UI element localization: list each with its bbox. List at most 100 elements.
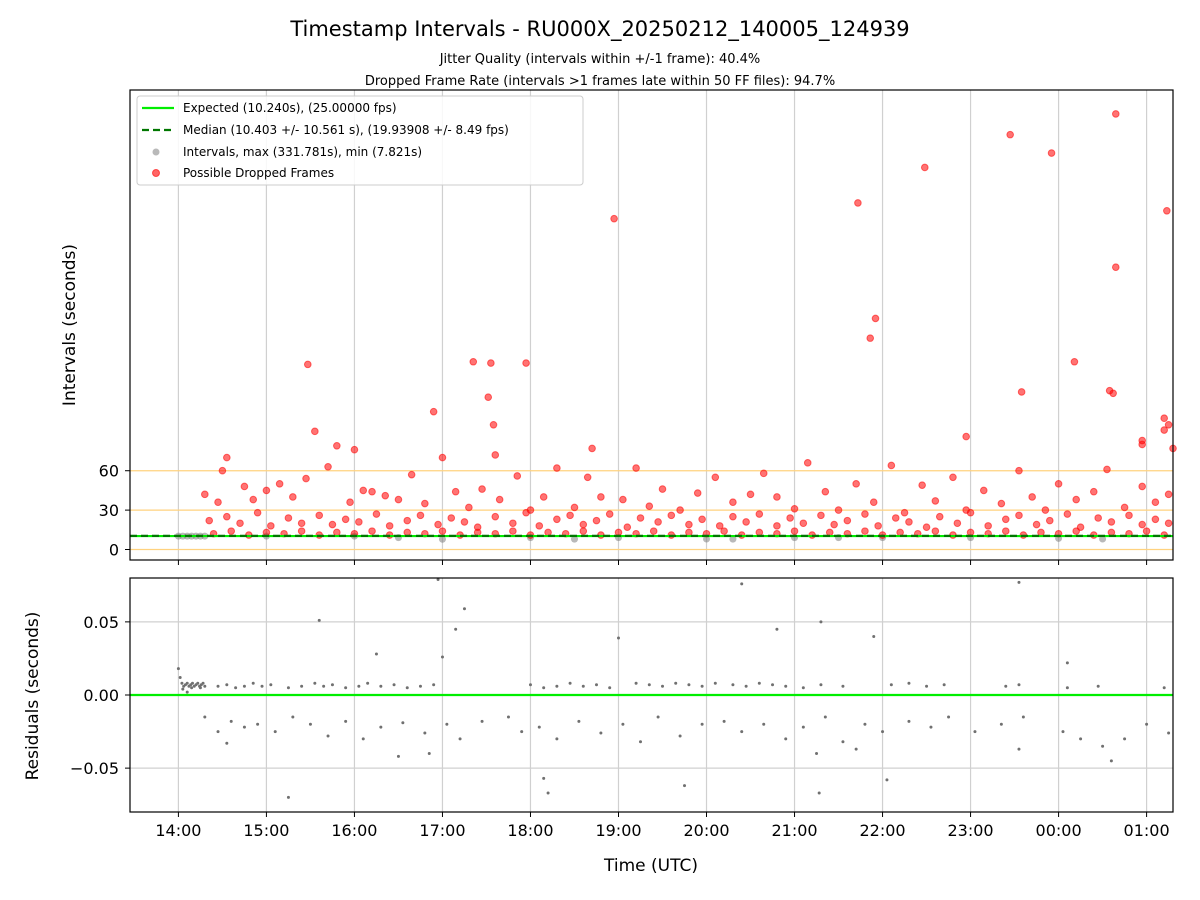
residual-point-52	[713, 681, 717, 685]
dropped-frame-point-87	[997, 499, 1006, 508]
residual-point-5	[185, 681, 189, 685]
dropped-frame-point-201	[861, 527, 869, 535]
dropped-frame-point-155	[1045, 516, 1054, 525]
dropped-frame-point-22	[962, 432, 970, 441]
intervals-plot-frame	[129, 89, 1174, 561]
dropped-frame-point-137	[773, 522, 781, 530]
residual-point-67	[1065, 686, 1069, 690]
residual-point-41	[555, 684, 559, 688]
residual-point-140	[1017, 580, 1021, 584]
dropped-frame-point-24	[1160, 414, 1168, 423]
dropped-frame-point-193	[720, 527, 728, 535]
dropped-frame-point-177	[438, 527, 447, 535]
dropped-frame-point-97	[1151, 498, 1160, 507]
dropped-frame-point-76	[821, 487, 830, 496]
dropped-frame-point-144	[874, 522, 882, 530]
dropped-frame-point-92	[1072, 495, 1080, 504]
residual-point-26	[286, 686, 290, 690]
residual-point-142	[1065, 661, 1069, 665]
dropped-frame-point-30	[1138, 436, 1146, 445]
dropped-frame-point-64	[632, 464, 640, 472]
residual-point-119	[225, 741, 229, 745]
residuals-ytick-label-1: 0.00	[83, 686, 119, 705]
dropped-frame-point-16	[487, 359, 495, 367]
dropped-frame-point-44	[346, 498, 354, 507]
residual-point-128	[546, 791, 550, 795]
chart-subtitle-line-2: Dropped Frame Rate (intervals >1 frames …	[365, 74, 835, 89]
dropped-frame-point-107	[328, 520, 337, 529]
dropped-frame-point-2	[1111, 110, 1120, 118]
dropped-frame-point-31	[201, 490, 209, 499]
dropped-frame-point-114	[434, 520, 442, 529]
dropped-frame-point-118	[491, 512, 500, 521]
residual-point-0	[176, 667, 180, 671]
residual-point-79	[344, 719, 348, 723]
residual-point-104	[841, 740, 845, 744]
residual-point-46	[634, 681, 638, 685]
dropped-frame-point-50	[421, 499, 429, 508]
dropped-frame-point-111	[385, 522, 394, 530]
dropped-frame-point-45	[359, 486, 368, 495]
dropped-frame-point-1	[1047, 149, 1056, 157]
residuals-y-ticks: −0.05 0.00 0.05	[70, 613, 130, 778]
interval-point-14	[703, 535, 711, 543]
dropped-frame-point-68	[693, 489, 702, 497]
chart-title: Timestamp Intervals - RU000X_20250212_14…	[289, 17, 909, 42]
dropped-frame-point-5	[920, 163, 929, 172]
dropped-frame-point-20	[489, 420, 498, 429]
x-tick-label-5: 19:00	[595, 821, 641, 840]
dropped-frame-point-51	[438, 453, 447, 462]
dropped-frame-point-88	[1015, 466, 1023, 475]
residual-point-39	[528, 683, 532, 687]
dropped-frame-point-65	[645, 502, 654, 510]
dropped-frame-point-189	[649, 527, 658, 535]
residual-point-93	[621, 722, 625, 726]
residual-point-110	[973, 730, 977, 734]
dropped-frame-point-91	[1054, 480, 1063, 488]
legend-dropped-label: Possible Dropped Frames	[183, 166, 334, 180]
interval-point-10	[438, 535, 446, 543]
intervals-ytick-label-1: 30	[99, 501, 119, 520]
x-tick-label-4: 18:00	[507, 821, 553, 840]
residual-point-66	[1017, 683, 1021, 687]
x-tick-label-10: 00:00	[1036, 821, 1082, 840]
dropped-frame-point-161	[1138, 520, 1146, 529]
residual-point-75	[273, 730, 277, 734]
dropped-frame-point-109	[355, 518, 363, 526]
residual-point-85	[458, 737, 462, 741]
intervals-y-axis-label: Intervals (seconds)	[60, 244, 80, 406]
residuals-x-ticks: 14:00 15:00 16:00 17:00 18:00 19:00 20:00 21:00…	[155, 812, 1170, 840]
dropped-frame-point-18	[429, 407, 438, 416]
residual-point-54	[744, 684, 748, 688]
legend-expected-label: Expected (10.240s), (25.00000 fps)	[183, 101, 397, 115]
dropped-frame-point-62	[597, 493, 605, 501]
residual-point-73	[242, 725, 246, 729]
dropped-frame-point-110	[372, 510, 381, 518]
intervals-panel: 0 30 60 Intervals (seconds) Expected (10.2…	[60, 89, 1177, 565]
x-axis-label: Time (UTC)	[603, 856, 698, 876]
dropped-frame-point-61	[583, 473, 592, 482]
dropped-frame-point-163	[1164, 519, 1173, 528]
residual-point-71	[216, 730, 220, 734]
dropped-frame-point-93	[1089, 487, 1098, 496]
residual-point-80	[361, 737, 365, 741]
residual-point-102	[801, 725, 805, 729]
x-tick-label-6: 20:00	[683, 821, 729, 840]
dropped-frame-point-173	[368, 527, 376, 535]
dropped-frame-point-21	[350, 445, 359, 454]
dropped-frame-point-147	[922, 523, 931, 531]
dropped-frame-point-146	[905, 518, 913, 526]
dropped-frame-point-102	[253, 508, 262, 517]
legend-median-label: Median (10.403 +/- 10.561 s), (19.93908 …	[183, 123, 509, 137]
residual-point-82	[401, 721, 405, 725]
residual-point-58	[801, 686, 805, 690]
residual-point-83	[423, 731, 427, 735]
dropped-frame-point-100	[223, 512, 231, 521]
residual-point-38	[432, 683, 436, 687]
dropped-frame-point-98	[1164, 490, 1173, 499]
residual-point-92	[599, 731, 603, 735]
dropped-frame-point-181	[509, 527, 517, 535]
residual-point-43	[581, 684, 585, 688]
residual-point-144	[185, 690, 189, 694]
residual-point-22	[242, 684, 246, 688]
